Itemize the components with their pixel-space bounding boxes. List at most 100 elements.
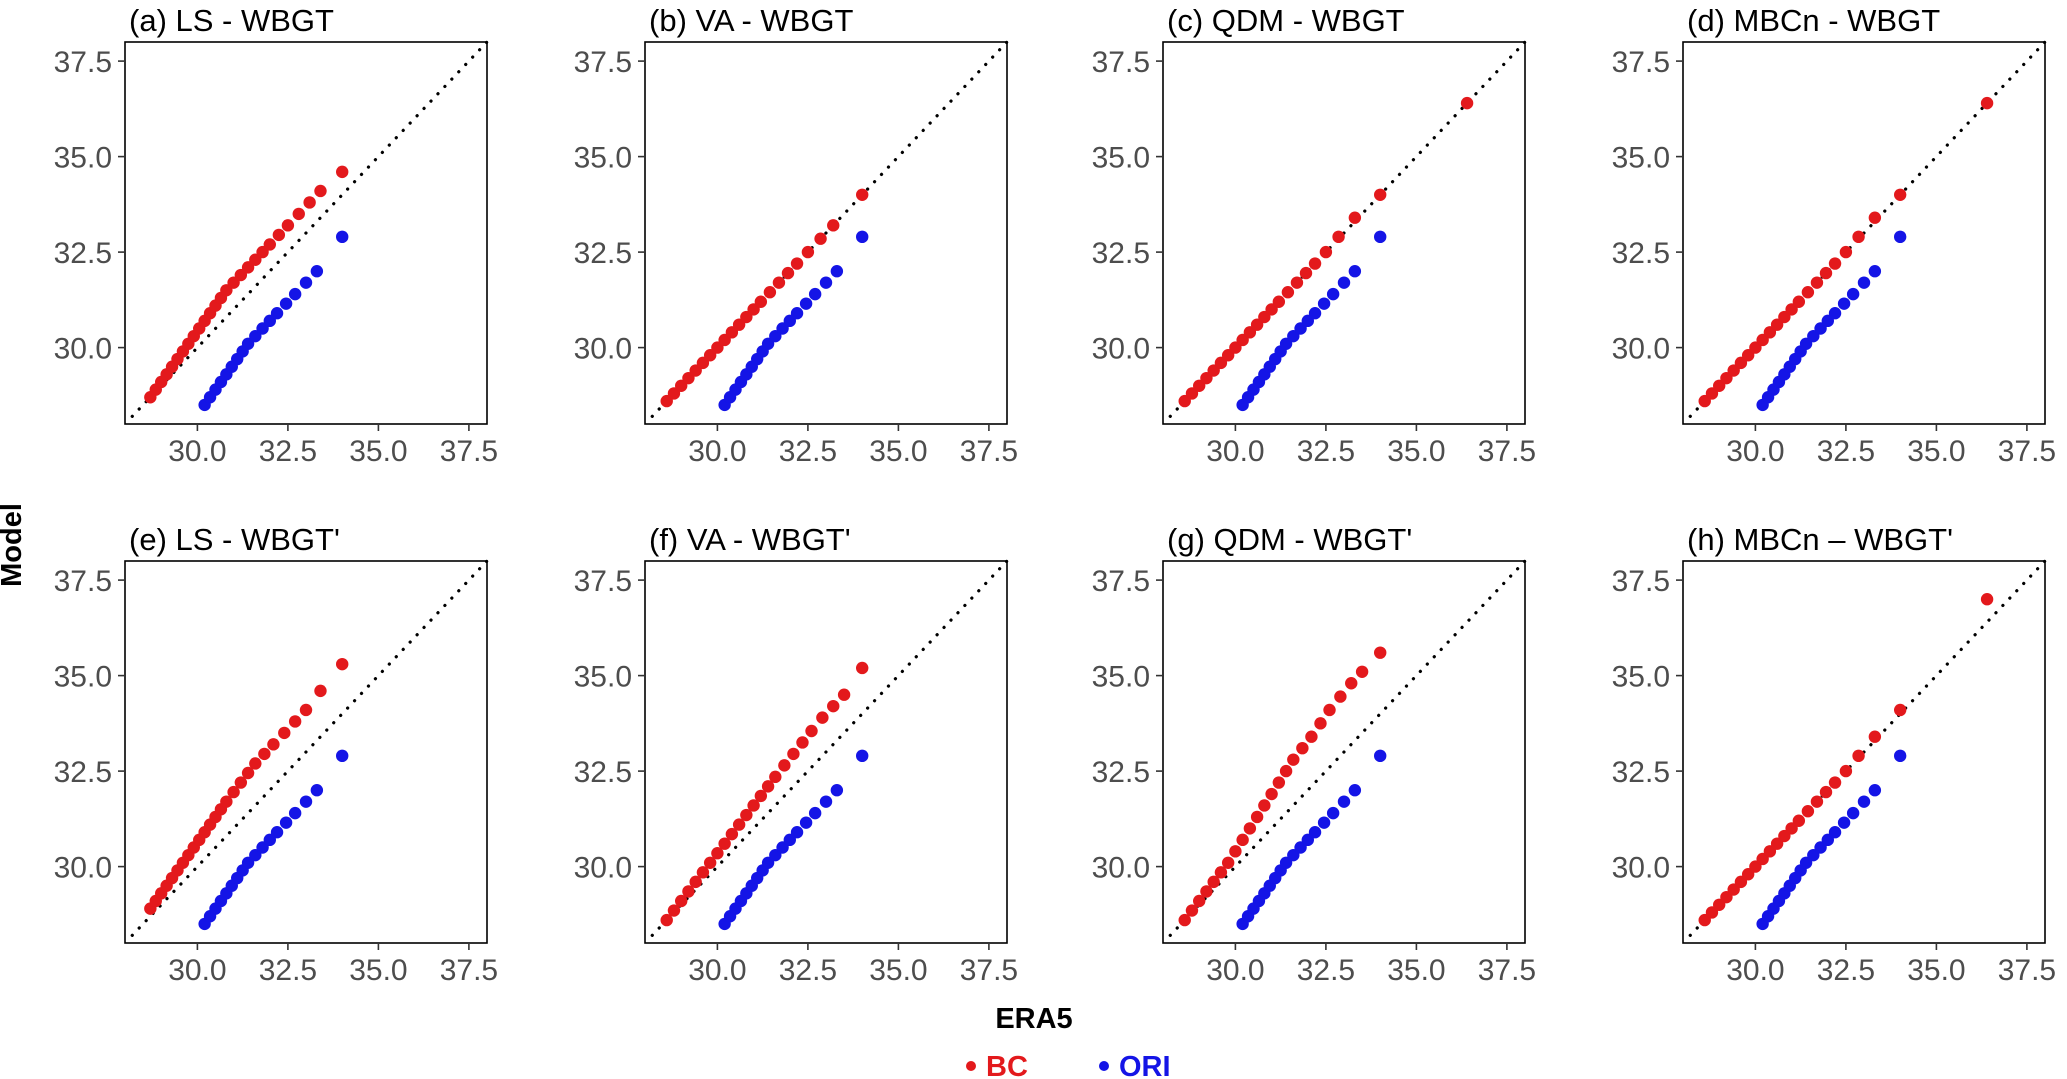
y-tick-label: 30.0 bbox=[1092, 333, 1150, 366]
point-bc bbox=[263, 238, 276, 251]
point-bc bbox=[1250, 810, 1264, 824]
point-ori bbox=[1846, 287, 1860, 301]
x-tick-label: 37.5 bbox=[440, 435, 498, 468]
point-ori bbox=[1894, 230, 1907, 244]
point-bc bbox=[827, 219, 840, 232]
legend-bc-marker bbox=[966, 1061, 976, 1071]
point-bc bbox=[1348, 211, 1362, 224]
x-tick-label: 30.0 bbox=[168, 954, 226, 987]
point-ori bbox=[310, 784, 324, 797]
point-ori bbox=[856, 749, 869, 763]
y-tick-label: 37.5 bbox=[1092, 46, 1150, 79]
point-bc bbox=[796, 736, 809, 749]
x-tick-label: 30.0 bbox=[688, 954, 746, 987]
panel-1: (a) LS - WBGT 30.0 30.0 32.5 32.5 35.0 35.0 37.… bbox=[54, 3, 498, 468]
point-ori bbox=[830, 265, 844, 278]
y-tick-label: 37.5 bbox=[1092, 565, 1150, 598]
point-bc bbox=[1323, 703, 1336, 717]
y-tick-label: 37.5 bbox=[1612, 565, 1670, 598]
y-tick-label: 30.0 bbox=[1612, 852, 1670, 885]
x-tick-label: 37.5 bbox=[960, 954, 1018, 987]
point-bc bbox=[1792, 814, 1806, 827]
point-bc bbox=[667, 904, 681, 917]
point-ori bbox=[1894, 749, 1907, 763]
point-bc bbox=[1839, 764, 1853, 778]
point-ori bbox=[336, 230, 349, 244]
x-tick-label: 37.5 bbox=[1478, 954, 1536, 987]
point-ori bbox=[310, 265, 324, 278]
panel-title: (h) MBCn – WBGT' bbox=[1687, 522, 1953, 557]
x-tick-label: 35.0 bbox=[349, 954, 407, 987]
point-bc bbox=[747, 799, 760, 812]
y-tick-label: 32.5 bbox=[1092, 756, 1150, 789]
point-bc bbox=[1279, 764, 1293, 778]
panel-title: (b) VA - WBGT bbox=[649, 3, 853, 38]
y-tick-label: 37.5 bbox=[1612, 46, 1670, 79]
y-tick-label: 35.0 bbox=[1092, 661, 1150, 694]
point-ori bbox=[1337, 795, 1351, 808]
point-bc bbox=[711, 847, 724, 860]
x-tick-label: 35.0 bbox=[1387, 435, 1445, 468]
y-tick-label: 30.0 bbox=[1612, 333, 1670, 366]
y-tick-label: 37.5 bbox=[54, 46, 112, 79]
point-bc bbox=[801, 245, 815, 259]
point-bc bbox=[1305, 730, 1318, 743]
point-bc bbox=[1319, 245, 1333, 259]
point-bc bbox=[754, 789, 768, 803]
point-ori bbox=[1837, 297, 1851, 310]
series-ori bbox=[1236, 749, 1387, 931]
x-tick-label: 32.5 bbox=[259, 954, 317, 987]
panel-5: (e) LS - WBGT' 30.0 30.0 32.5 32.5 35.0 35.0 37… bbox=[54, 522, 498, 987]
x-tick-label: 37.5 bbox=[960, 435, 1018, 468]
y-tick-label: 35.0 bbox=[1612, 661, 1670, 694]
point-bc bbox=[1193, 894, 1206, 908]
point-bc bbox=[1828, 257, 1842, 270]
point-bc bbox=[827, 699, 840, 713]
point-ori bbox=[288, 287, 302, 301]
panel-6: (f) VA - WBGT' 30.0 30.0 32.5 32.5 35.0 35.0 37… bbox=[574, 522, 1018, 987]
point-ori bbox=[1308, 307, 1322, 320]
point-bc bbox=[1221, 856, 1235, 869]
point-bc bbox=[1214, 866, 1228, 879]
point-bc bbox=[1894, 703, 1907, 717]
point-ori bbox=[1374, 749, 1387, 763]
point-bc bbox=[660, 913, 673, 927]
point-bc bbox=[1265, 787, 1278, 801]
panel-2: (b) VA - WBGT 30.0 30.0 32.5 32.5 35.0 35.0 37.… bbox=[574, 3, 1018, 468]
panel-4: (d) MBCn - WBGT 30.0 30.0 32.5 32.5 35.0 35.0 3… bbox=[1612, 3, 2056, 468]
point-ori bbox=[790, 307, 804, 320]
point-bc bbox=[1980, 96, 1994, 110]
point-bc bbox=[837, 688, 851, 701]
point-bc bbox=[1290, 276, 1304, 289]
point-bc bbox=[1272, 295, 1286, 308]
point-bc bbox=[1345, 677, 1358, 690]
x-tick-label: 32.5 bbox=[1817, 954, 1875, 987]
y-axis-label: Model bbox=[0, 503, 28, 587]
point-ori bbox=[856, 230, 869, 244]
point-bc bbox=[241, 766, 255, 780]
point-bc bbox=[1314, 717, 1327, 730]
point-bc bbox=[778, 759, 791, 772]
point-bc bbox=[1819, 785, 1833, 799]
point-bc bbox=[675, 894, 688, 908]
x-tick-label: 30.0 bbox=[688, 435, 746, 468]
point-ori bbox=[1317, 297, 1331, 310]
point-bc bbox=[220, 795, 233, 808]
point-bc bbox=[336, 165, 349, 179]
x-tick-label: 35.0 bbox=[869, 435, 927, 468]
point-bc bbox=[1178, 913, 1191, 927]
point-bc bbox=[814, 232, 827, 245]
point-bc bbox=[1355, 665, 1369, 678]
series-ori bbox=[198, 230, 349, 412]
point-bc bbox=[1296, 741, 1309, 755]
point-bc bbox=[856, 661, 869, 675]
panel-title: (f) VA - WBGT' bbox=[649, 522, 851, 557]
point-ori bbox=[1326, 287, 1340, 301]
point-bc bbox=[336, 657, 349, 671]
point-bc bbox=[1828, 776, 1842, 789]
x-tick-label: 35.0 bbox=[1907, 954, 1965, 987]
panel-title: (e) LS - WBGT' bbox=[129, 522, 340, 557]
point-bc bbox=[805, 724, 818, 738]
point-bc bbox=[790, 257, 804, 270]
point-bc bbox=[1207, 875, 1220, 889]
